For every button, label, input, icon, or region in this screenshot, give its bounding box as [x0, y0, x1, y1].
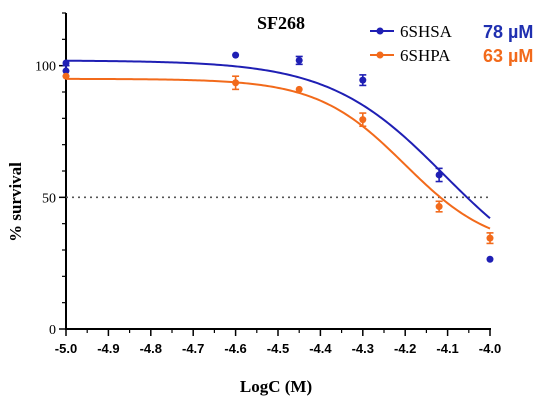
data-point-6shpa — [232, 79, 240, 87]
data-point-6shsa — [62, 59, 70, 67]
x-tick-label: -4.2 — [394, 341, 416, 356]
legend-label-6shsa: 6SHSA — [400, 22, 453, 41]
x-tick-label: -4.5 — [267, 341, 289, 356]
y-tick-label: 0 — [49, 323, 56, 338]
data-point-6shsa — [295, 56, 303, 64]
legend-ic50-6shsa: 78 µM — [483, 22, 533, 42]
data-point-6shsa — [359, 76, 367, 84]
legend-marker-6shpa — [376, 51, 384, 59]
y-tick-label: 100 — [35, 60, 56, 75]
x-tick-label: -4.3 — [352, 341, 374, 356]
x-tick-label: -4.1 — [436, 341, 458, 356]
data-point-6shsa — [232, 51, 240, 59]
legend-label-6shpa: 6SHPA — [400, 46, 451, 65]
x-tick-label: -4.8 — [140, 341, 162, 356]
data-point-6shsa — [62, 67, 70, 75]
legend-entry-6shpa: 6SHPA 63 µM — [370, 46, 533, 66]
data-point-6shpa — [62, 72, 70, 80]
legend: 6SHSA 78 µM 6SHPA 63 µM — [370, 22, 533, 66]
fit-curves — [65, 59, 491, 230]
axes: -5.0 -4.9 -4.8 -4.7 -4.6 -4.5 -4.4 -4.3 -4.2 -4.1… — [35, 12, 501, 356]
data-point-6shsa — [486, 255, 494, 263]
data-point-6shpa — [295, 85, 303, 93]
x-tick-label: -4.9 — [97, 341, 119, 356]
fit-curve-6shpa — [66, 77, 491, 230]
x-tick-label: -4.7 — [182, 341, 204, 356]
x-axis-label: LogC (M) — [240, 377, 312, 396]
data-point-6shpa — [435, 203, 443, 211]
legend-ic50-6shpa: 63 µM — [483, 46, 533, 66]
data-point-6shpa — [486, 234, 494, 242]
x-tick-label: -4.0 — [479, 341, 501, 356]
x-tick-label: -4.4 — [309, 341, 332, 356]
x-tick-label: -5.0 — [55, 341, 77, 356]
y-axis-label: % survival — [6, 162, 25, 242]
chart-title: SF268 — [257, 13, 305, 33]
data-points — [62, 51, 494, 263]
data-point-6shpa — [359, 116, 367, 124]
legend-entry-6shsa: 6SHSA 78 µM — [370, 22, 533, 42]
fit-curve-6shsa — [65, 59, 491, 220]
x-tick-label: -4.6 — [224, 341, 246, 356]
legend-marker-6shsa — [376, 27, 384, 35]
data-point-6shsa — [435, 171, 443, 179]
y-tick-label: 50 — [42, 191, 56, 206]
